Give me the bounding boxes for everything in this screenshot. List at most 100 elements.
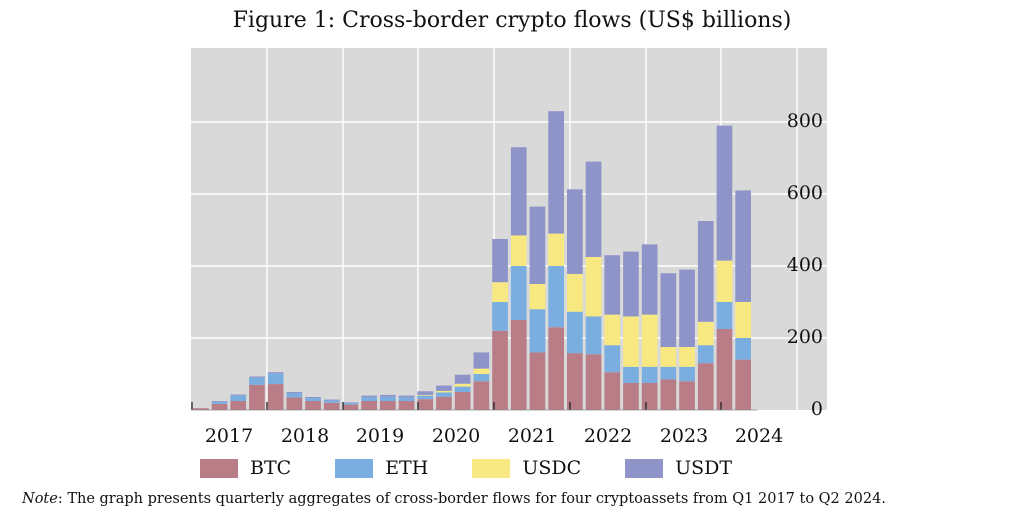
bar-btc-q3-2020 — [454, 392, 471, 410]
bar-eth-q2-2018 — [286, 393, 303, 398]
bar-usdc-q4-2020 — [473, 368, 490, 374]
legend-swatch-usdc — [472, 458, 511, 478]
bar-usdt-q2-2024 — [735, 190, 751, 302]
bar-usdt-q1-2024 — [716, 125, 733, 261]
x-tick-label-2017: 2017 — [205, 425, 253, 447]
bar-usdt-q1-2022 — [567, 189, 583, 274]
y-tick-label-400: 400 — [787, 254, 823, 276]
x-tick-label-2023: 2023 — [660, 425, 708, 447]
x-tick-label-2022: 2022 — [584, 425, 632, 447]
bar-usdt-q2-2021 — [510, 147, 527, 236]
bar-eth-q1-2023 — [641, 366, 658, 383]
bar-usdt-q2-2022 — [585, 161, 602, 257]
bar-eth-q1-2019 — [342, 403, 359, 405]
bar-btc-q2-2023 — [660, 379, 677, 410]
y-axis-labels: 0 200 400 600 800 — [787, 110, 823, 420]
bar-eth-q2-2021 — [510, 266, 527, 320]
bar-usdt-q4-2018 — [323, 399, 340, 401]
bar-usdt-q4-2021 — [548, 111, 564, 234]
bar-btc-q3-2017 — [230, 401, 247, 410]
bar-usdt-q3-2022 — [604, 255, 621, 315]
note-label: Note — [22, 491, 58, 507]
legend: BTC ETH USDC USDT — [200, 455, 800, 481]
bar-eth-q2-2020 — [436, 392, 452, 397]
bar-usdc-q1-2021 — [492, 282, 508, 302]
bar-usdc-q1-2020 — [417, 394, 434, 396]
bar-btc-q4-2021 — [548, 327, 564, 410]
chart-note: Note: The graph presents quarterly aggre… — [22, 491, 1012, 507]
bar-btc-q2-2020 — [436, 396, 452, 410]
x-tick-label-2019: 2019 — [356, 425, 404, 447]
x-tick-label-2018: 2018 — [281, 425, 329, 447]
bar-eth-q3-2022 — [604, 345, 621, 373]
bar-usdc-q2-2021 — [510, 235, 527, 266]
bar-usdt-q4-2020 — [473, 352, 490, 369]
bar-usdt-q3-2017 — [230, 394, 247, 396]
bar-usdc-q1-2022 — [567, 273, 583, 312]
bar-btc-q1-2024 — [716, 329, 733, 410]
bar-btc-q3-2018 — [305, 401, 321, 410]
legend-item-eth: ETH — [335, 457, 428, 479]
bar-usdc-q2-2023 — [660, 347, 677, 367]
bar-eth-q1-2022 — [567, 311, 583, 354]
bar-btc-q4-2020 — [473, 381, 490, 410]
bar-eth-q2-2019 — [361, 397, 377, 401]
legend-label-btc: BTC — [250, 457, 292, 479]
bar-btc-q2-2021 — [510, 320, 527, 410]
bar-usdc-q3-2023 — [679, 347, 695, 367]
bar-btc-q1-2023 — [641, 383, 658, 410]
bar-eth-q1-2024 — [716, 302, 733, 329]
bar-usdt-q2-2017 — [211, 401, 228, 402]
bar-eth-q4-2020 — [473, 374, 490, 382]
bar-eth-q4-2023 — [697, 345, 714, 364]
bar-usdc-q4-2023 — [697, 321, 714, 346]
bar-usdt-q3-2020 — [454, 374, 471, 384]
y-tick-label-800: 800 — [787, 110, 823, 132]
bar-usdc-q2-2024 — [735, 302, 751, 338]
bar-usdt-q1-2021 — [492, 239, 508, 283]
bar-btc-q4-2017 — [249, 384, 265, 410]
bar-usdt-q2-2019 — [361, 395, 377, 398]
bar-eth-q2-2023 — [660, 366, 677, 380]
bar-eth-q1-2021 — [492, 302, 508, 331]
bar-btc-q1-2021 — [492, 330, 508, 410]
bar-btc-q4-2022 — [623, 383, 639, 410]
legend-label-eth: ETH — [385, 457, 429, 479]
bar-eth-q4-2019 — [398, 397, 415, 401]
y-tick-label-0: 0 — [811, 398, 823, 420]
bar-usdt-q1-2019 — [342, 402, 359, 404]
bar-eth-q3-2017 — [230, 395, 247, 401]
bar-usdt-q2-2023 — [660, 273, 677, 347]
legend-item-usdc: USDC — [472, 457, 581, 479]
bar-btc-q4-2019 — [398, 401, 415, 410]
bar-usdt-q3-2021 — [529, 206, 546, 284]
bar-usdt-q4-2019 — [398, 395, 415, 398]
bar-usdt-q4-2017 — [249, 376, 265, 378]
bar-btc-q2-2018 — [286, 397, 303, 410]
bar-btc-q3-2022 — [604, 372, 621, 410]
bar-btc-q1-2022 — [567, 353, 583, 410]
bar-btc-q4-2023 — [697, 363, 714, 410]
bar-eth-q3-2021 — [529, 309, 546, 353]
bar-eth-q3-2023 — [679, 366, 695, 382]
bar-eth-q4-2021 — [548, 266, 564, 328]
x-tick-label-2024: 2024 — [735, 425, 783, 447]
legend-label-usdc: USDC — [522, 457, 582, 479]
bar-usdt-q4-2023 — [697, 221, 714, 322]
chart-title: Figure 1: Cross-border crypto flows (US$… — [232, 8, 792, 33]
x-tick-label-2021: 2021 — [508, 425, 556, 447]
legend-swatch-btc — [200, 458, 238, 478]
bar-btc-q3-2021 — [529, 352, 546, 410]
bar-usdt-q2-2020 — [436, 385, 452, 391]
bar-usdt-q1-2018 — [267, 372, 284, 374]
legend-swatch-eth — [335, 458, 374, 478]
bar-eth-q1-2018 — [267, 373, 284, 385]
bar-eth-q2-2024 — [735, 338, 751, 360]
bars — [193, 111, 751, 410]
bar-btc-q1-2019 — [342, 404, 359, 410]
bar-eth-q2-2022 — [585, 316, 602, 355]
bar-eth-q4-2017 — [249, 377, 265, 385]
bar-btc-q2-2022 — [585, 354, 602, 410]
y-tick-label-600: 600 — [787, 182, 823, 204]
